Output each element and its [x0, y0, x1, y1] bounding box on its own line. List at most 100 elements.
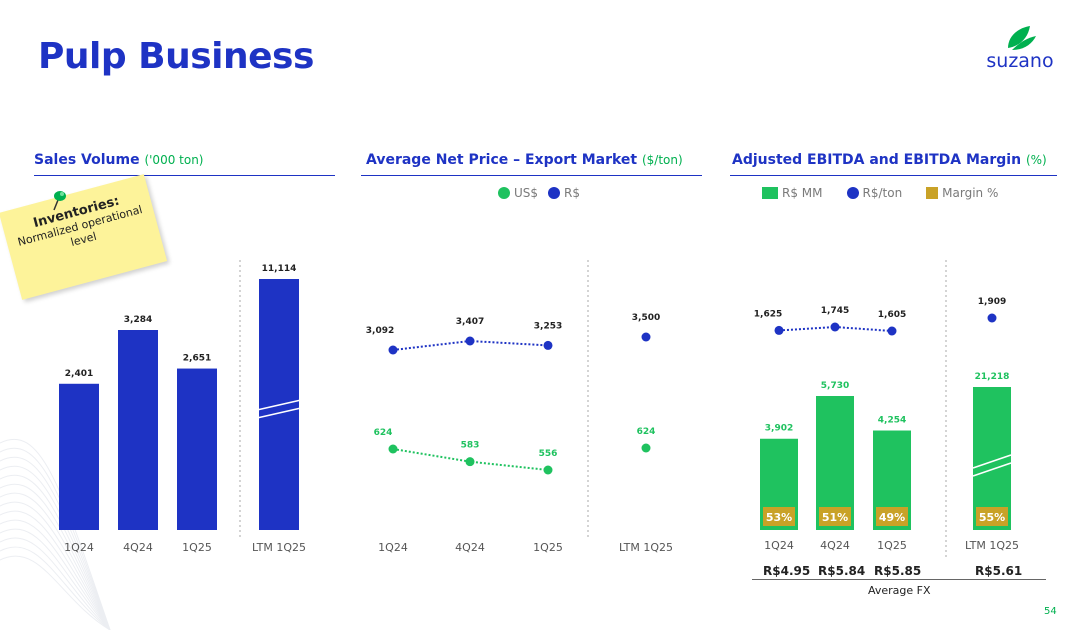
- decorative-line: [0, 546, 111, 630]
- price-category-label: 1Q25: [533, 541, 563, 554]
- ebitda-section-title: Adjusted EBITDA and EBITDA Margin (%): [732, 152, 1047, 168]
- fx-value-ltm: R$5.61: [975, 564, 1023, 578]
- ebitda-chart: 3,902 53% 1,625 1Q24 5,730 51% 1,745 4Q24 4,254 4…: [754, 260, 1019, 560]
- usd-point: [465, 457, 475, 467]
- decorative-line: [0, 537, 111, 630]
- margin-square-icon: [926, 187, 939, 199]
- ebitda-category-label: 1Q25: [877, 539, 907, 552]
- rs-ton-point: [830, 322, 840, 332]
- fx-rule: [752, 579, 1046, 580]
- usd-value-label: 624: [374, 428, 393, 438]
- axis-break-mark: [256, 399, 302, 411]
- sales-category-label: 1Q25: [182, 541, 212, 554]
- rs-ton-value-label: 1,605: [878, 310, 906, 320]
- price-title-unit: ($/ton): [641, 153, 683, 167]
- fx-value-1q25: R$5.85: [874, 564, 922, 578]
- sales-title-text: Sales Volume: [34, 152, 140, 168]
- margin-value-label: 49%: [879, 511, 905, 524]
- rs-ton-value-label: 1,909: [978, 297, 1006, 307]
- legend-rs-ton-label: R$/ton: [862, 186, 903, 200]
- sales-section-title: Sales Volume ('000 ton): [34, 152, 204, 168]
- price-section-rule: [361, 175, 702, 176]
- brl-value-label: 3,253: [534, 321, 562, 331]
- price-legend: US$ R$: [498, 186, 580, 200]
- ebitda-title-text: Adjusted EBITDA and EBITDA Margin: [732, 152, 1022, 168]
- legend-usd: US$: [498, 186, 538, 200]
- ebitda-section-rule: [730, 175, 1057, 176]
- legend-rs-ton: R$/ton: [846, 186, 903, 200]
- ebitda-value-label: 3,902: [765, 424, 793, 434]
- brl-value-label: 3,500: [632, 313, 660, 323]
- decorative-line: [0, 510, 111, 630]
- brl-point: [465, 336, 475, 346]
- margin-badge: [763, 507, 795, 526]
- legend-brl: R$: [548, 186, 580, 200]
- margin-value-label: 53%: [766, 511, 792, 524]
- margin-badge: [876, 507, 908, 526]
- page-title: Pulp Business: [38, 36, 314, 77]
- rs-ton-point: [887, 326, 897, 336]
- rs-ton-point: [774, 325, 784, 335]
- margin-value-label: 55%: [979, 511, 1005, 524]
- sales-value-label: 2,651: [183, 354, 211, 364]
- price-title-text: Average Net Price – Export Market: [366, 152, 638, 168]
- usd-value-label: 583: [461, 441, 480, 451]
- legend-brl-label: R$: [564, 186, 581, 200]
- net-price-chart: 624 3,092 1Q24 583 3,407 4Q24 556 3,253 1Q25 624 3…: [366, 260, 673, 554]
- legend-usd-label: US$: [514, 186, 539, 200]
- page-number: 54: [1044, 606, 1057, 617]
- usd-point: [641, 443, 651, 453]
- sales-value-label: 11,114: [262, 264, 297, 274]
- usd-value-label: 556: [539, 449, 558, 459]
- decorative-lines: [0, 438, 111, 630]
- fx-caption: Average FX: [868, 584, 931, 597]
- price-category-label: 4Q24: [455, 541, 485, 554]
- brl-value-label: 3,092: [366, 326, 394, 336]
- ebitda-category-label: 4Q24: [820, 539, 850, 552]
- usd-dot-icon: [498, 187, 510, 199]
- legend-margin: Margin %: [926, 186, 998, 200]
- decorative-line: [0, 483, 111, 630]
- margin-value-label: 51%: [822, 511, 848, 524]
- ebitda-category-label: 1Q24: [764, 539, 794, 552]
- rs-ton-value-label: 1,625: [754, 309, 782, 319]
- rs-mm-square-icon: [762, 187, 778, 199]
- rs-ton-point: [987, 313, 997, 323]
- sales-category-label: 1Q24: [64, 541, 94, 554]
- ebitda-value-label: 21,218: [975, 372, 1010, 382]
- sales-value-label: 3,284: [124, 315, 152, 325]
- legend-margin-label: Margin %: [942, 186, 999, 200]
- suzano-logo: suzano: [978, 24, 1062, 74]
- decorative-line: [0, 447, 111, 630]
- pushpin-icon: [53, 191, 66, 211]
- ebitda-legend: R$ MM R$/ton Margin %: [762, 186, 998, 200]
- decorative-line: [0, 456, 111, 630]
- sales-bar: [59, 383, 99, 530]
- usd-value-label: 624: [637, 427, 656, 437]
- logo-text: suzano: [986, 50, 1054, 72]
- decorative-line: [0, 528, 111, 630]
- price-category-label: 1Q24: [378, 541, 408, 554]
- decorative-line: [0, 438, 111, 630]
- legend-rs-mm: R$ MM: [762, 186, 823, 200]
- sales-volume-chart: 2,401 1Q24 3,284 4Q24 2,651 1Q25 11,114 LTM 1Q2…: [59, 260, 306, 554]
- decorative-line: [0, 492, 111, 630]
- rs-ton-dot-icon: [846, 187, 859, 199]
- sales-section-rule: [34, 175, 335, 176]
- legend-rs-mm-label: R$ MM: [782, 186, 823, 200]
- ebitda-category-label: LTM 1Q25: [965, 539, 1019, 552]
- brl-value-label: 3,407: [456, 317, 484, 327]
- usd-point: [388, 444, 398, 454]
- price-category-label: LTM 1Q25: [619, 541, 673, 554]
- ebitda-title-unit: (%): [1025, 153, 1047, 167]
- brl-point: [543, 340, 553, 350]
- ebitda-bar: [973, 387, 1011, 530]
- fx-value-4q24: R$5.84: [818, 564, 866, 578]
- sales-title-unit: ('000 ton): [144, 153, 204, 167]
- sales-category-label: 4Q24: [123, 541, 153, 554]
- axis-break-mark: [972, 462, 1012, 477]
- sales-value-label: 2,401: [65, 369, 93, 379]
- margin-badge: [819, 507, 851, 526]
- rs-ton-value-label: 1,745: [821, 306, 849, 316]
